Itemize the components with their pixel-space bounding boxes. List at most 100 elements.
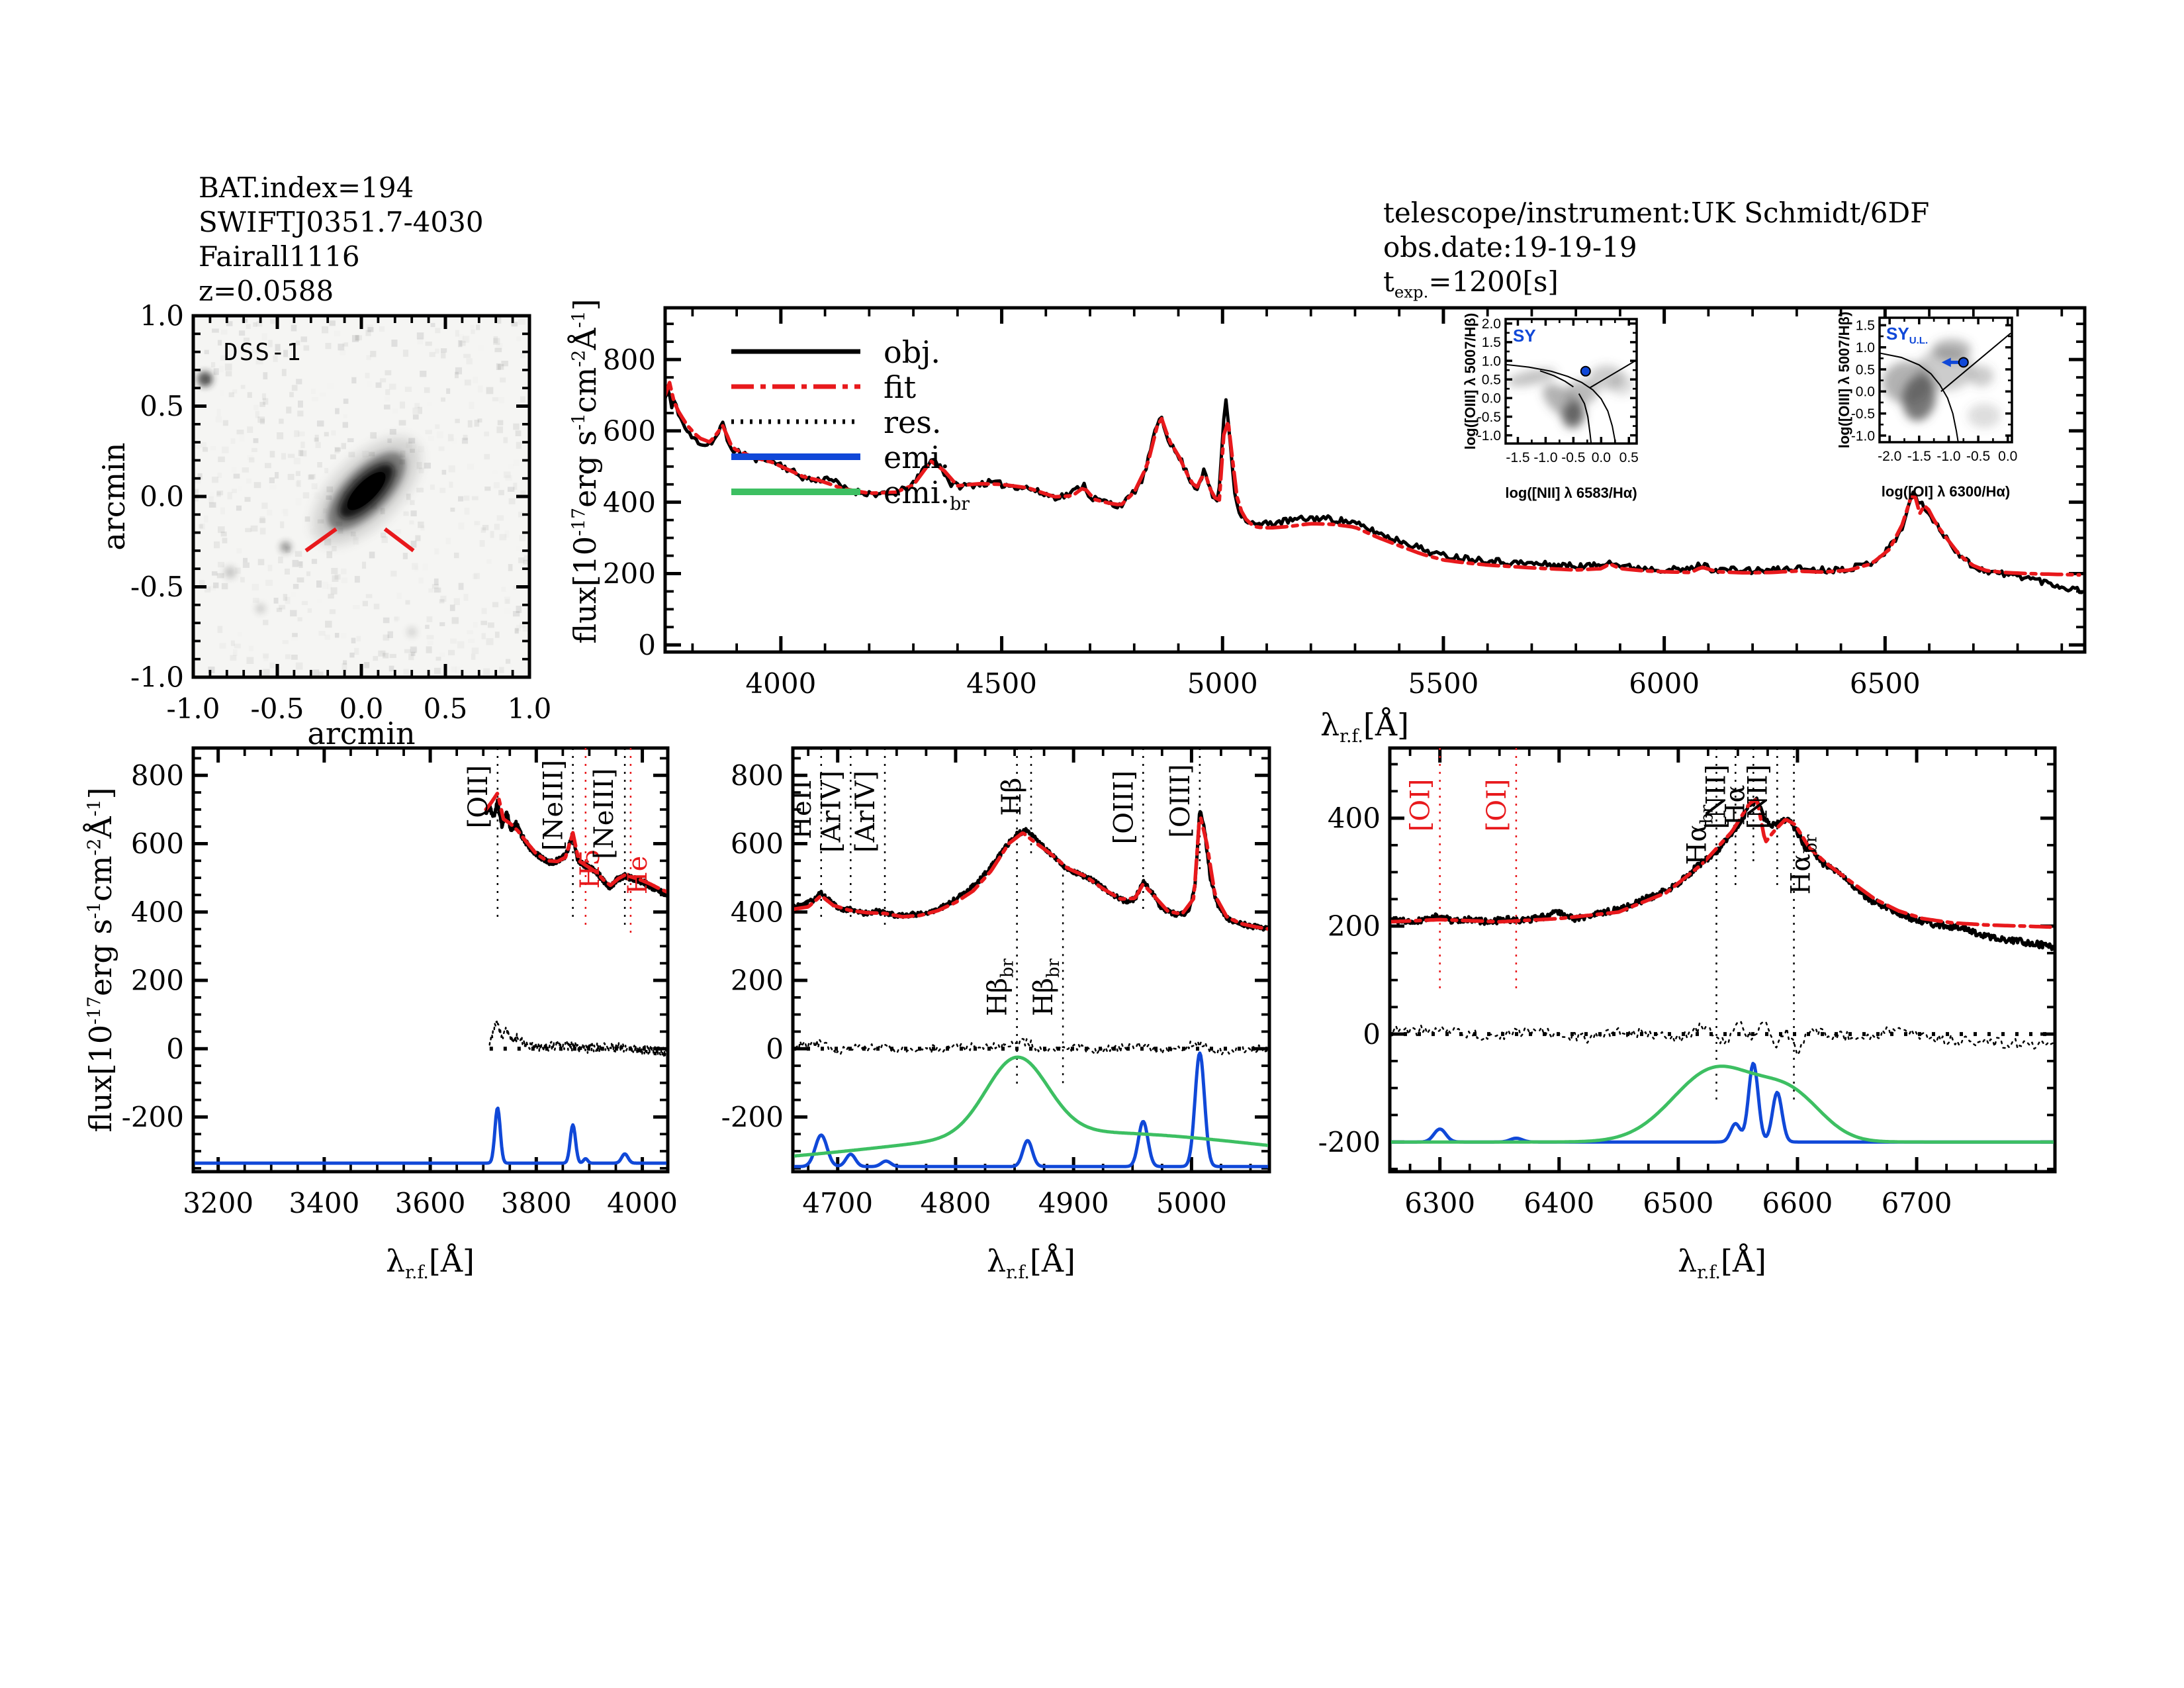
bat-index: BAT.index=194 — [199, 171, 414, 204]
emission-line-label: [OIII] — [1165, 764, 1196, 837]
emission-line-label: [OII] — [463, 765, 494, 829]
dss-x-axis-title: arcmin — [307, 716, 416, 751]
main-x-axis-title: λr.f.[Å] — [1320, 706, 1409, 747]
observation-info-block: telescope/instrument:UK Schmidt/6DF obs.… — [1383, 196, 1929, 309]
x-tick-label: -1.0 — [167, 692, 220, 725]
series-line — [1391, 1064, 2054, 1144]
x-tick-label: 6500 — [1643, 1187, 1713, 1219]
y-tick-label: 0.5 — [1482, 373, 1501, 388]
x-tick-label: 5000 — [1156, 1187, 1227, 1219]
obs-date: obs.date:19-19-19 — [1383, 231, 1637, 263]
x-tick-label: 4000 — [607, 1187, 678, 1219]
x-tick-label: -0.5 — [251, 692, 304, 725]
redshift: z=0.0588 — [199, 275, 334, 307]
bpt-oi-class-tag: SYU.L. — [1886, 324, 1929, 347]
panel-frame — [1504, 318, 1638, 445]
zoom-hbeta-x-axis-title: λr.f.[Å] — [987, 1243, 1075, 1284]
bpt-data-point — [1958, 357, 1969, 368]
bpt-demarcation-curve — [1539, 370, 1574, 388]
emission-line-label: He — [623, 856, 653, 895]
x-tick-label: 4800 — [920, 1187, 991, 1219]
y-tick-label: -0.5 — [1851, 406, 1875, 422]
x-tick-label: 4000 — [745, 667, 816, 700]
main-y-axis-title: flux[10-17erg s-1cm-2Å-1] — [567, 299, 603, 644]
zoom-y-axis-title: flux[10-17erg s-1cm-2Å-1] — [83, 787, 118, 1133]
dss-field-source — [280, 541, 291, 553]
legend-label-res: res. — [884, 404, 942, 440]
y-tick-label: 600 — [131, 827, 184, 860]
series-line — [488, 1020, 666, 1058]
emission-line-label: Hαbr — [1786, 834, 1821, 895]
emission-line-label: Hα — [1720, 784, 1751, 825]
emission-line-label: Hβbr — [1028, 958, 1064, 1016]
y-tick-label: 800 — [603, 344, 656, 376]
x-tick-label: 0.0 — [340, 692, 384, 725]
series-line — [1391, 1020, 2054, 1056]
dss-galaxy — [312, 438, 420, 545]
series-line — [794, 816, 1268, 931]
emission-line-label: [OI] — [1406, 778, 1436, 831]
x-tick-label: 6000 — [1629, 667, 1700, 700]
y-tick-label: 200 — [603, 557, 656, 590]
x-tick-label: 0.5 — [1619, 450, 1639, 465]
bpt-demarcation-curve — [1506, 363, 1617, 444]
y-tick-label: -1.0 — [130, 661, 184, 694]
dss-image-label: DSS-1 — [224, 339, 302, 366]
emission-line-label: [ArIV] — [850, 771, 881, 853]
x-tick-label: 6400 — [1524, 1187, 1594, 1219]
x-tick-label: 3200 — [183, 1187, 253, 1219]
x-tick-label: 0.5 — [424, 692, 468, 725]
telescope-instrument: telescope/instrument:UK Schmidt/6DF — [1383, 197, 1930, 229]
exposure-time: texp.=1200[s] — [1383, 265, 1559, 302]
emission-line-label: [NII] — [1701, 765, 1731, 829]
emission-line-label: [NII] — [1743, 765, 1773, 829]
bpt-density — [1507, 365, 1635, 428]
y-tick-label: 400 — [1328, 802, 1381, 835]
y-tick-label: -0.5 — [1477, 410, 1501, 425]
panel-zoom-Halpha: [OI] [OI]Hαbr[NII]Hα[NII]Hαbr — [1391, 748, 2054, 1144]
swift-name: SWIFTJ0351.7-4030 — [199, 206, 484, 238]
emission-line-label: [OI] — [1482, 778, 1512, 831]
y-tick-label: -200 — [122, 1101, 184, 1133]
y-tick-label: 0 — [638, 629, 656, 661]
x-tick-label: -1.5 — [1506, 450, 1529, 465]
bpt-data-point — [1580, 365, 1591, 377]
panel-frame — [1388, 746, 2057, 1174]
y-tick-label: -0.5 — [130, 571, 184, 603]
target-mark — [304, 527, 338, 553]
y-tick-label: 400 — [131, 896, 184, 928]
y-tick-label: 200 — [731, 964, 784, 997]
zoom-oii-x-axis-title: λr.f.[Å] — [386, 1243, 475, 1284]
emission-line-label: [ArIV] — [816, 771, 846, 853]
bpt-oi-y-axis-title: log([OIII] λ 5007/Hβ) — [1836, 311, 1852, 449]
x-tick-label: 0.0 — [1998, 449, 2017, 464]
series-line — [794, 1037, 1268, 1056]
emission-line-label: Hβ — [997, 778, 1027, 816]
y-tick-label: 1.5 — [1856, 318, 1875, 334]
zoom-halpha-x-axis-title: λr.f.[Å] — [1678, 1243, 1766, 1284]
y-tick-label: 0.0 — [1482, 391, 1501, 406]
x-tick-label: -1.0 — [1533, 450, 1557, 465]
x-tick-label: 0.0 — [1592, 450, 1611, 465]
y-tick-label: -1.0 — [1477, 428, 1501, 444]
y-tick-label: 0 — [166, 1033, 184, 1065]
x-tick-label: -2.0 — [1878, 449, 1901, 464]
x-tick-label: 6300 — [1404, 1187, 1475, 1219]
emission-line-label: Hαbr — [1682, 804, 1717, 865]
emission-line-label: HeII — [787, 780, 817, 839]
x-tick-label: -0.5 — [1966, 449, 1990, 464]
x-tick-label: 3600 — [395, 1187, 466, 1219]
legend-label-emi-br: emi.br — [884, 475, 970, 515]
bpt-demarcation-curve — [1880, 352, 1959, 442]
bpt-nii-y-axis-title: log([OIII] λ 5007/Hβ) — [1462, 312, 1479, 450]
y-tick-label: 0.5 — [140, 390, 184, 422]
dss-field-source — [406, 627, 417, 637]
series-line — [195, 1106, 666, 1165]
legend-label-fit: fit — [884, 369, 917, 405]
dss-field-source — [255, 603, 266, 614]
panel-frame — [663, 306, 2087, 654]
y-tick-label: 2.0 — [1482, 316, 1501, 332]
